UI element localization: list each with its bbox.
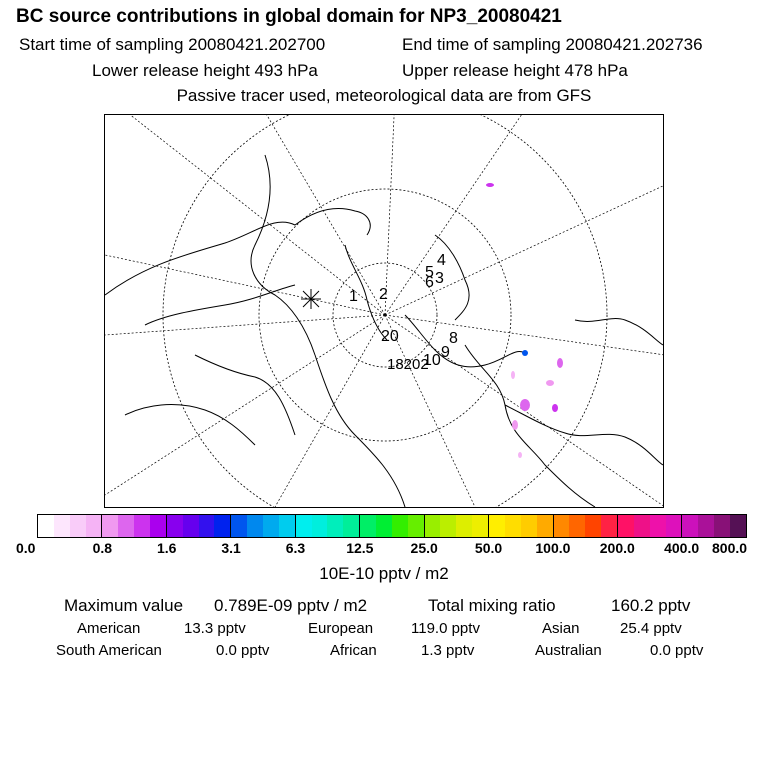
colorbar-segment [553,515,570,537]
colorbar-segment [633,515,650,537]
colorbar-segment [198,515,215,537]
polar-map-svg: 1 2 3 4 5 6 8 9 10 20 18202 [105,115,663,507]
region-south-american-name: South American [56,642,162,659]
colorbar-segment [569,515,586,537]
marker-10-label: 10 [423,352,441,369]
colorbar-tick-label: 200.0 [599,540,635,556]
colorbar-tick-label: 50.0 [474,540,503,556]
colorbar-segment [247,515,264,537]
region-american-name: American [77,620,141,637]
colorbar-segment [729,515,746,537]
colorbar-segment [682,515,699,537]
colorbar-tick-label: 25.0 [410,540,438,556]
max-value-label: Maximum value [64,596,184,615]
marker-9-label: 9 [441,344,450,361]
meridians [105,115,663,507]
colorbar-segment [102,515,119,537]
colorbar-segment [278,515,296,537]
region-asian-value: 25.4 pptv [620,620,682,637]
colorbar-segment [295,515,312,537]
colorbar-segment [617,515,634,537]
marker-4-label: 4 [437,252,446,269]
colorbar-segment [391,515,408,537]
colorbar-tick-label: 0.8 [92,540,113,556]
colorbar-segment [665,515,683,537]
marker-2-label: 2 [379,286,388,303]
polar-map: 1 2 3 4 5 6 8 9 10 20 18202 [104,114,664,508]
lower-release-label: Lower release height 493 hPa [92,61,318,80]
colorbar-segment [601,515,618,537]
colorbar-segment [343,515,361,537]
colorbar-segment [456,515,473,537]
marker-5-label: 5 [425,264,434,281]
colorbar-segment [536,515,554,537]
marker-20-label: 20 [381,328,399,345]
region-african-value: 1.3 pptv [421,642,475,659]
colorbar-segment [69,515,86,537]
colorbar-segment [504,515,521,537]
total-mixing-label: Total mixing ratio [428,596,556,615]
colorbar [37,514,747,538]
colorbar-tick-label: 100.0 [535,540,571,556]
start-time-label: Start time of sampling 20080421.202700 [19,35,326,54]
colorbar-tick-label: 1.6 [156,540,177,556]
colorbar-segment [118,515,135,537]
concentration-patches [486,183,563,458]
colorbar-segment [424,515,441,537]
region-european-name: European [308,620,374,637]
colorbar-segment [649,515,666,537]
colorbar-segment [182,515,199,537]
colorbar-segment [85,515,103,537]
colorbar-segment [214,515,232,537]
total-mixing-value: 160.2 pptv [611,596,691,615]
colorbar-segment [53,515,70,537]
colorbar-unit: 10E-10 pptv / m2 [319,564,449,583]
colorbar-segment [38,515,54,537]
marker-cluster-label: 18202 [387,356,429,373]
colorbar-segment [472,515,490,537]
max-value: 0.789E-09 pptv / m2 [214,596,368,615]
region-european-value: 119.0 pptv [411,620,480,637]
colorbar-segment [134,515,151,537]
colorbar-segment [585,515,602,537]
colorbar-segment [376,515,392,537]
region-australian-value: 0.0 pptv [650,642,704,659]
upper-release-label: Upper release height 478 hPa [402,61,628,80]
colorbar-segment [407,515,425,537]
colorbar-tick-label: 6.3 [285,540,306,556]
colorbar-segment [231,515,248,537]
colorbar-segment [489,515,505,537]
colorbar-segment [698,515,715,537]
colorbar-segment [440,515,457,537]
marker-labels: 1 2 3 4 5 6 8 9 10 20 18202 [349,252,458,373]
colorbar-segment [520,515,537,537]
colorbar-segment [311,515,328,537]
region-african-name: African [330,642,377,659]
region-american-value: 13.3 pptv [184,620,246,637]
coastlines [105,154,663,507]
plot-title: BC source contributions in global domain… [16,6,562,27]
colorbar-segment [150,515,167,537]
colorbar-segment [714,515,730,537]
colorbar-tick-label: 12.5 [346,540,374,556]
cross-marker [301,289,321,309]
marker-3-label: 3 [435,270,444,287]
region-south-american-value: 0.0 pptv [216,642,270,659]
region-asian-name: Asian [542,620,580,637]
region-australian-name: Australian [535,642,602,659]
colorbar-segment [327,515,344,537]
colorbar-segment [166,515,183,537]
colorbar-segment [360,515,377,537]
colorbar-tick-label: 0.0 [16,540,36,556]
latitude-circles [162,115,608,507]
marker-6-label: 6 [425,274,434,291]
colorbar-segment [263,515,279,537]
marker-1-label: 1 [349,288,358,305]
colorbar-tick-label: 800.0 [712,540,748,556]
marker-8-label: 8 [449,330,458,347]
end-time-label: End time of sampling 20080421.202736 [402,35,703,54]
tracer-note: Passive tracer used, meteorological data… [176,86,592,105]
colorbar-tick-label: 400.0 [664,540,700,556]
colorbar-tick-label: 3.1 [221,540,241,556]
